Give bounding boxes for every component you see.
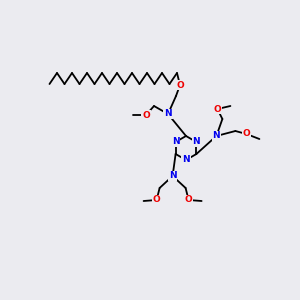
Text: N: N — [164, 110, 172, 118]
Text: N: N — [172, 137, 179, 146]
Text: N: N — [213, 131, 220, 140]
Text: O: O — [185, 196, 193, 205]
Text: O: O — [242, 130, 250, 139]
Text: N: N — [193, 137, 200, 146]
Text: N: N — [169, 172, 176, 181]
Text: O: O — [176, 80, 184, 89]
Text: N: N — [182, 155, 190, 164]
Text: O: O — [153, 196, 160, 205]
Text: O: O — [142, 110, 150, 119]
Text: O: O — [214, 104, 221, 113]
